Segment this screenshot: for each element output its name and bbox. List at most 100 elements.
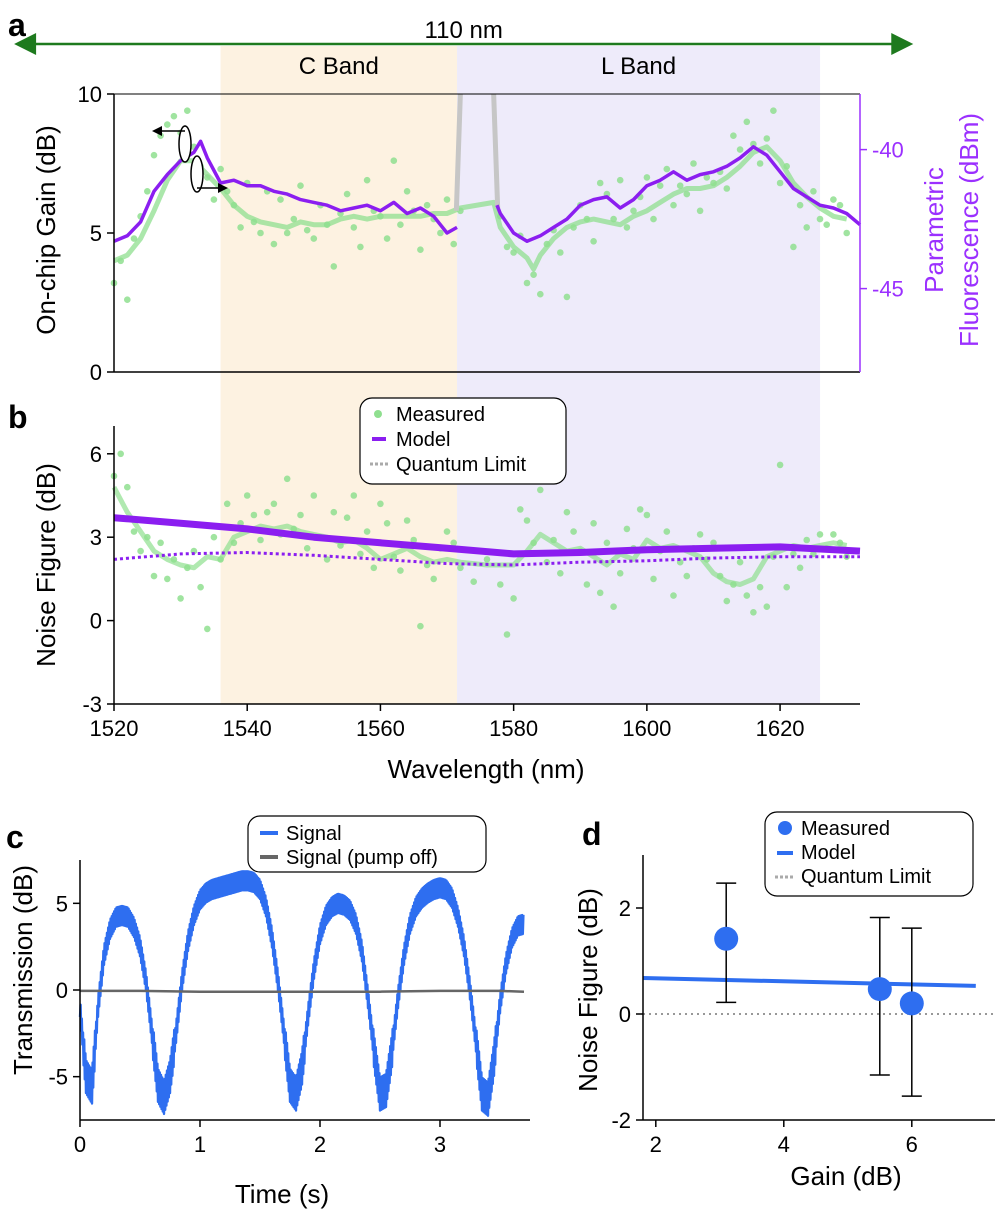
panel-b-legend-entry: Quantum Limit xyxy=(396,454,526,476)
nf-measured-point xyxy=(450,539,458,547)
nf-measured-point xyxy=(830,531,837,538)
nf-measured-point xyxy=(610,603,617,610)
panel-b-ytick-label: -3 xyxy=(82,692,102,717)
gain-measured-point xyxy=(144,188,151,195)
band-l-label: L Band xyxy=(601,53,676,80)
gain-measured-point xyxy=(170,112,178,120)
gain-measured-point xyxy=(557,249,564,256)
panel-b-xtick-label: 1520 xyxy=(90,716,139,741)
span-label: 110 nm xyxy=(425,17,503,44)
nf-measured-point xyxy=(743,592,751,599)
nf-measured-point xyxy=(623,525,631,533)
nf-measured-point xyxy=(363,528,371,535)
panel-c-legend-entry: Signal xyxy=(286,823,342,845)
gain-measured-point xyxy=(770,107,777,114)
nf-measured-point xyxy=(483,556,491,563)
panel-b-xtick-label: 1600 xyxy=(622,716,671,741)
panel-a-ylabel-right-line1: Parametric xyxy=(919,167,949,293)
panel-c-ytick-label: -5 xyxy=(48,1065,68,1090)
gain-measured-point xyxy=(676,182,684,189)
nf-measured-point xyxy=(517,506,524,513)
nf-measured-point xyxy=(383,520,391,527)
model-line xyxy=(113,514,861,558)
nf-measured-point xyxy=(443,528,451,535)
gain-measured-point xyxy=(656,182,664,189)
nf-measured-point xyxy=(596,589,604,597)
legend-measured-marker xyxy=(778,821,792,835)
nf-measured-point xyxy=(124,483,131,491)
gain-measured-point xyxy=(756,160,764,167)
panel-b-xtick-label: 1560 xyxy=(356,716,405,741)
panel-d-xtick-label: 2 xyxy=(650,1132,662,1157)
nf-measured-point xyxy=(750,609,757,616)
panel-d-legend-entry: Model xyxy=(801,842,855,864)
gain-measured-point xyxy=(743,118,751,126)
span-arrow-left-head xyxy=(14,33,37,55)
panel-a-ytick-label: 5 xyxy=(90,221,102,246)
nf-measured-point xyxy=(603,539,611,547)
gain-measured-point xyxy=(750,140,757,148)
nf-measured-point xyxy=(323,556,331,563)
gain-measured-point xyxy=(736,146,744,153)
nf-measured-point xyxy=(377,500,384,508)
model-line xyxy=(642,975,976,988)
panel-c-xtick-label: 0 xyxy=(74,1132,86,1157)
panel-b-legend-entry: Model xyxy=(396,429,450,451)
gain-measured-point xyxy=(663,165,671,173)
span-arrow-right-head xyxy=(891,33,914,55)
gain-measured-point xyxy=(590,238,597,245)
nf-measured-point xyxy=(283,475,291,483)
gain-measured-point xyxy=(237,224,244,231)
nf-measured-point xyxy=(457,564,464,572)
gain-measured-point xyxy=(363,176,371,184)
gain-measured-point xyxy=(670,201,677,209)
gain-measured-point xyxy=(690,160,697,167)
gain-measured-point xyxy=(184,107,191,114)
nf-measured-point xyxy=(350,492,358,499)
nf-measured-point xyxy=(763,603,771,610)
panel-d-xtick-label: 4 xyxy=(778,1132,790,1157)
gain-measured-point xyxy=(523,279,531,287)
panel-c-legend-box xyxy=(247,815,487,873)
panel-d-ytick-label: 0 xyxy=(619,1002,631,1027)
gain-measured-point xyxy=(650,215,657,223)
gain-measured-point xyxy=(164,121,171,128)
nf-measured-point xyxy=(263,508,271,516)
gain-measured-point xyxy=(790,243,797,251)
nf-measured-point xyxy=(430,575,438,583)
nf-measured-point xyxy=(403,517,411,524)
gain-measured-point xyxy=(403,188,411,195)
gain-measured-point xyxy=(310,235,318,242)
gain-measured-point xyxy=(297,182,304,189)
gain-measured-point xyxy=(130,235,138,242)
gain-measured-point xyxy=(343,190,351,198)
gain-measured-point xyxy=(423,201,431,209)
panel-a-right-ytick-label: -40 xyxy=(872,138,904,163)
panel-d-ytick-label: -2 xyxy=(611,1108,631,1133)
panel-b-legend-box xyxy=(359,397,567,485)
gain-measured-point xyxy=(623,224,631,231)
panel-a-plot: 0 5 10 -40 -45 xyxy=(78,82,904,385)
nf-measured-point xyxy=(590,520,597,527)
gain-measured-point xyxy=(596,179,604,187)
panel-a-ytick-label: 0 xyxy=(90,360,102,385)
gain-measured-point xyxy=(303,226,311,234)
gain-measured-point xyxy=(703,174,711,181)
gain-measured-point xyxy=(530,271,537,279)
nf-measured-point xyxy=(636,506,644,513)
gain-measured-point xyxy=(330,263,338,270)
nf-measured-point xyxy=(616,570,624,577)
quantum-limit-line xyxy=(113,550,860,567)
nf-measured-point xyxy=(643,511,651,519)
panel-b-xlabel: Wavelength (nm) xyxy=(388,754,585,784)
nf-measured-point xyxy=(670,592,677,599)
panel-label-d: d xyxy=(582,816,602,852)
gain-measured-point xyxy=(124,296,131,304)
gain-measured-point xyxy=(437,229,444,237)
fluorescence-line xyxy=(113,139,458,243)
panel-c-xtick-label: 3 xyxy=(434,1132,446,1157)
gain-measured-point xyxy=(290,215,298,223)
panel-c-xtick-label: 1 xyxy=(194,1132,206,1157)
left-axis-indicator-oval xyxy=(178,125,192,163)
